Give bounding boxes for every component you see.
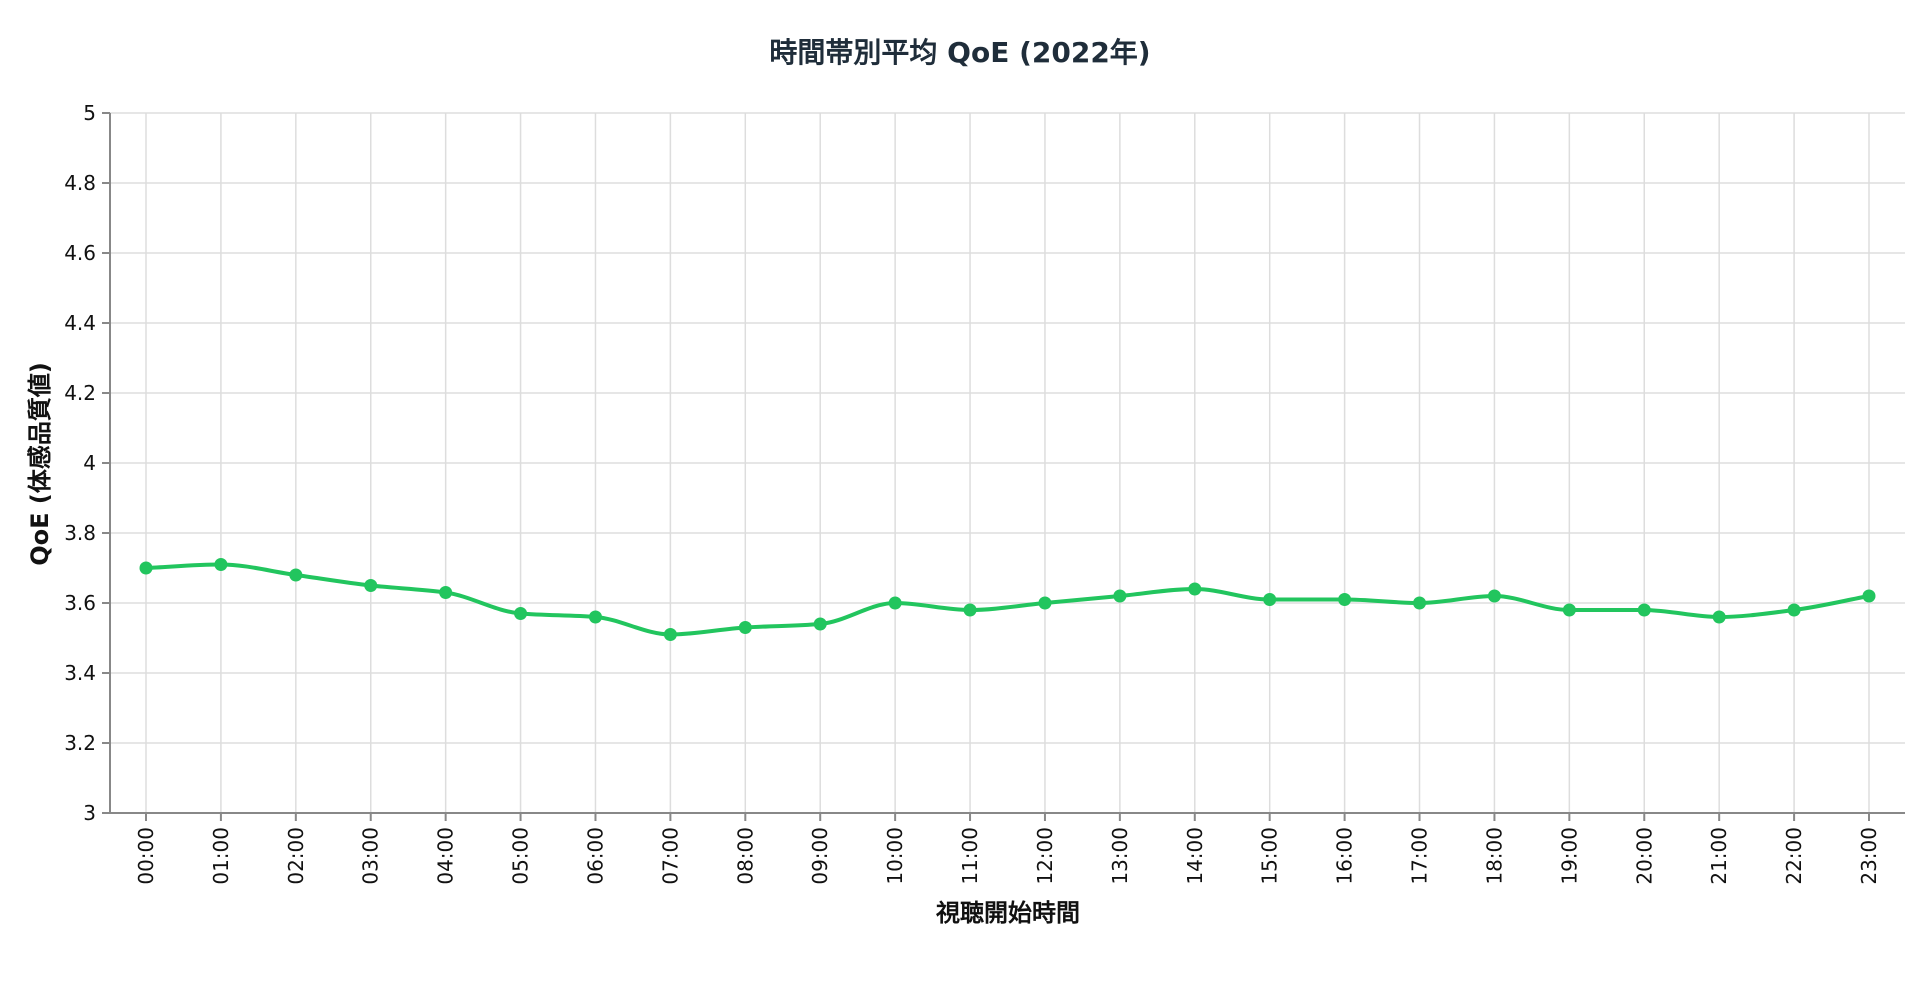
data-point bbox=[1038, 596, 1052, 610]
y-tick-labels: 3 3.2 3.4 3.6 3.8 4 4.2 4.4 4.6 4.8 5 bbox=[64, 101, 96, 825]
x-tick-label: 04:00 bbox=[434, 827, 458, 885]
x-tick-label: 03:00 bbox=[359, 827, 383, 885]
x-tick-label: 13:00 bbox=[1108, 827, 1132, 885]
x-tick-label: 05:00 bbox=[509, 827, 533, 885]
x-tick-label: 06:00 bbox=[583, 827, 607, 885]
data-point bbox=[1263, 593, 1277, 606]
data-point bbox=[214, 558, 228, 571]
x-tick-label: 14:00 bbox=[1183, 827, 1207, 885]
y-tick-label: 5 bbox=[83, 101, 96, 125]
axes bbox=[102, 112, 1905, 821]
data-point bbox=[139, 561, 153, 575]
data-point bbox=[963, 603, 977, 617]
x-tick-label: 11:00 bbox=[958, 827, 982, 885]
data-points bbox=[139, 558, 1876, 641]
data-point bbox=[1113, 589, 1127, 603]
x-tick-label: 15:00 bbox=[1258, 827, 1282, 885]
y-tick-label: 4.6 bbox=[64, 241, 96, 265]
data-point bbox=[1712, 610, 1726, 624]
data-point bbox=[1188, 582, 1202, 596]
data-point bbox=[588, 610, 602, 624]
x-tick-label: 22:00 bbox=[1782, 827, 1806, 885]
data-point bbox=[514, 607, 528, 620]
data-point bbox=[289, 568, 303, 582]
data-point bbox=[1862, 589, 1876, 603]
data-point bbox=[663, 628, 677, 641]
data-point bbox=[1637, 603, 1651, 617]
x-tick-labels: 00:00 01:00 02:00 03:00 04:00 05:00 06:00 07:00… bbox=[134, 827, 1881, 885]
x-gridlines bbox=[145, 113, 1870, 813]
x-tick-label: 02:00 bbox=[284, 827, 308, 885]
x-tick-label: 23:00 bbox=[1857, 827, 1881, 885]
y-tick-label: 3.4 bbox=[64, 661, 96, 685]
y-tick-label: 3.8 bbox=[64, 521, 96, 545]
x-tick-label: 00:00 bbox=[134, 827, 158, 885]
x-tick-label: 19:00 bbox=[1557, 827, 1581, 885]
data-point bbox=[813, 617, 827, 631]
series-line bbox=[144, 562, 1871, 637]
y-axis-label: QoE (体感品質値) bbox=[26, 362, 54, 566]
y-tick-label: 4 bbox=[83, 451, 96, 475]
data-point bbox=[1413, 596, 1427, 610]
x-tick-label: 10:00 bbox=[883, 827, 907, 885]
y-tick-label: 3.2 bbox=[64, 731, 96, 755]
x-tick-label: 09:00 bbox=[808, 827, 832, 885]
data-point bbox=[364, 579, 378, 592]
x-tick-label: 01:00 bbox=[209, 827, 233, 885]
x-tick-label: 12:00 bbox=[1033, 827, 1057, 885]
x-axis-label: 視聴開始時間 bbox=[935, 899, 1080, 927]
y-tick-label: 3 bbox=[83, 801, 96, 825]
data-point bbox=[439, 586, 453, 599]
data-point bbox=[1562, 603, 1576, 617]
data-point bbox=[888, 596, 902, 610]
y-tick-label: 4.4 bbox=[64, 311, 96, 335]
data-point bbox=[1487, 589, 1501, 603]
data-point bbox=[1787, 603, 1801, 617]
x-tick-label: 07:00 bbox=[658, 827, 682, 885]
y-tick-label: 3.6 bbox=[64, 591, 96, 615]
x-tick-label: 16:00 bbox=[1333, 827, 1357, 885]
x-tick-label: 08:00 bbox=[733, 827, 757, 885]
y-gridlines bbox=[110, 112, 1905, 814]
x-tick-label: 21:00 bbox=[1707, 827, 1731, 885]
data-point bbox=[1338, 593, 1352, 606]
chart-title: 時間帯別平均 QoE (2022年) bbox=[769, 36, 1150, 69]
x-tick-label: 20:00 bbox=[1632, 827, 1656, 885]
y-tick-label: 4.2 bbox=[64, 381, 96, 405]
data-point bbox=[738, 621, 752, 634]
x-tick-label: 18:00 bbox=[1482, 827, 1506, 885]
x-tick-label: 17:00 bbox=[1408, 827, 1432, 885]
y-tick-label: 4.8 bbox=[64, 171, 96, 195]
